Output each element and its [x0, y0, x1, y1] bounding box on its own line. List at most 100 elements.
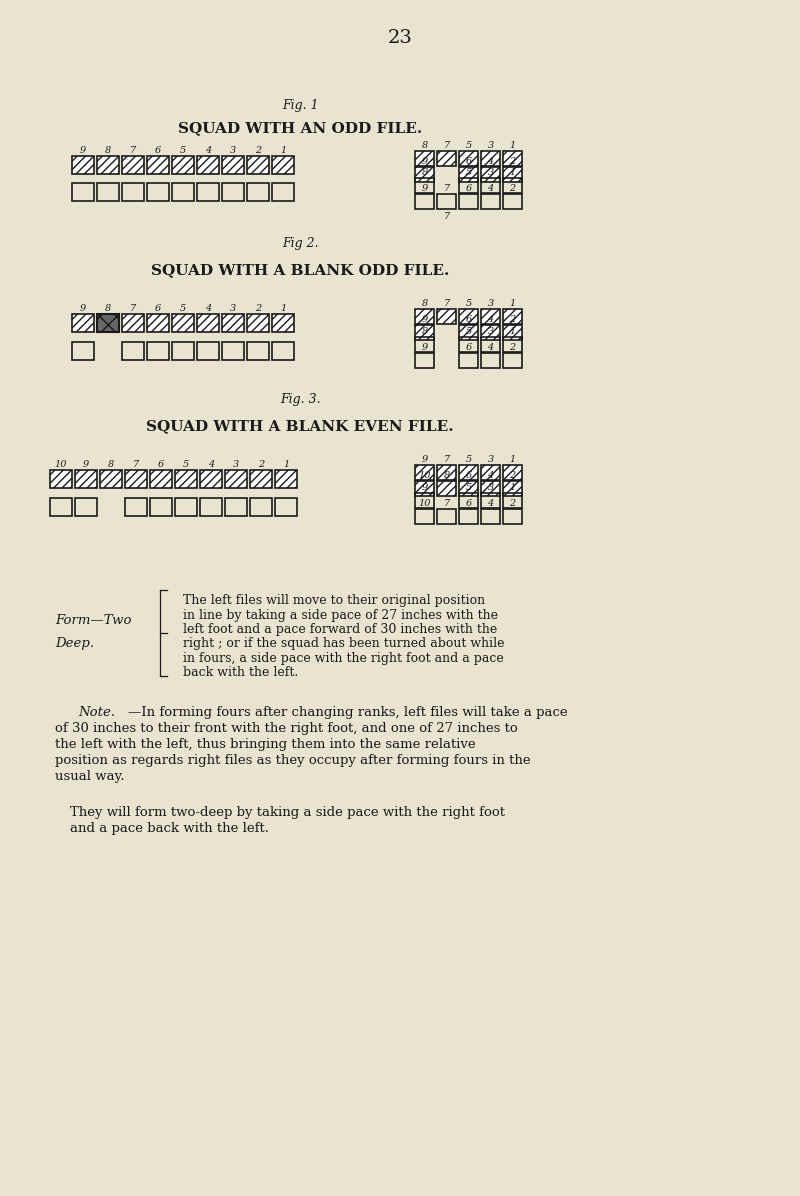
Bar — [247, 155, 269, 173]
Bar — [459, 194, 478, 209]
Bar — [503, 465, 522, 480]
Text: 6: 6 — [155, 146, 161, 155]
Bar — [437, 509, 456, 524]
Bar — [437, 309, 456, 324]
Bar — [147, 183, 169, 201]
Text: 7: 7 — [443, 212, 450, 221]
Text: Deep.: Deep. — [55, 636, 94, 649]
Text: 10: 10 — [418, 471, 430, 480]
Text: 7: 7 — [133, 460, 139, 469]
Bar — [459, 309, 478, 324]
Text: 5: 5 — [466, 299, 472, 309]
Text: 3: 3 — [233, 460, 239, 469]
Bar — [459, 465, 478, 480]
Text: —In forming fours after changing ranks, left files will take a pace: —In forming fours after changing ranks, … — [128, 706, 568, 719]
Bar — [172, 183, 194, 201]
Bar — [503, 493, 522, 508]
Text: 4: 4 — [487, 184, 494, 193]
Bar — [415, 167, 434, 182]
Bar — [459, 337, 478, 352]
Bar — [200, 470, 222, 488]
Bar — [72, 342, 94, 360]
Text: SQUAD WITH AN ODD FILE.: SQUAD WITH AN ODD FILE. — [178, 121, 422, 135]
Bar — [437, 151, 456, 166]
Bar — [247, 342, 269, 360]
Text: 6: 6 — [466, 184, 472, 193]
Bar — [503, 353, 522, 368]
Text: 1: 1 — [283, 460, 289, 469]
Bar — [97, 183, 119, 201]
Bar — [172, 342, 194, 360]
Text: 1: 1 — [510, 327, 516, 336]
Text: 2: 2 — [510, 499, 516, 508]
Bar — [481, 493, 500, 508]
Text: 2: 2 — [510, 315, 516, 324]
Bar — [147, 155, 169, 173]
Text: 4: 4 — [487, 343, 494, 352]
Bar — [459, 353, 478, 368]
Bar — [147, 342, 169, 360]
Text: 5: 5 — [466, 327, 472, 336]
Text: Note.: Note. — [78, 706, 115, 719]
Bar — [222, 183, 244, 201]
Text: They will form two-deep by taking a side pace with the right foot: They will form two-deep by taking a side… — [70, 806, 505, 819]
Bar — [172, 315, 194, 332]
Text: Fig 2.: Fig 2. — [282, 238, 318, 250]
Text: 9: 9 — [422, 157, 428, 166]
Text: 1: 1 — [510, 141, 516, 150]
Text: 1: 1 — [510, 299, 516, 309]
Text: 4: 4 — [487, 471, 494, 480]
Bar — [100, 470, 122, 488]
Text: 3: 3 — [487, 167, 494, 177]
Bar — [415, 151, 434, 166]
Bar — [97, 155, 119, 173]
Text: 9: 9 — [422, 343, 428, 352]
Bar — [122, 342, 144, 360]
Text: 4: 4 — [208, 460, 214, 469]
Text: SQUAD WITH A BLANK EVEN FILE.: SQUAD WITH A BLANK EVEN FILE. — [146, 419, 454, 433]
Text: 2: 2 — [255, 304, 261, 313]
Text: 8: 8 — [108, 460, 114, 469]
Text: 8: 8 — [422, 141, 428, 150]
Bar — [415, 194, 434, 209]
Text: 2: 2 — [510, 157, 516, 166]
Bar — [415, 481, 434, 496]
Text: 8: 8 — [422, 167, 428, 177]
Text: Form—Two: Form—Two — [55, 614, 131, 627]
Text: 2: 2 — [255, 146, 261, 155]
Bar — [437, 481, 456, 496]
Text: 1: 1 — [280, 146, 286, 155]
Text: 2: 2 — [510, 471, 516, 480]
Text: The left files will move to their original position: The left files will move to their origin… — [183, 594, 485, 608]
Bar — [459, 509, 478, 524]
Text: 9: 9 — [80, 304, 86, 313]
Text: 7: 7 — [443, 141, 450, 150]
Text: 1: 1 — [280, 304, 286, 313]
Text: 8: 8 — [422, 299, 428, 309]
Bar — [481, 509, 500, 524]
Bar — [503, 194, 522, 209]
Text: 8: 8 — [105, 146, 111, 155]
Bar — [459, 167, 478, 182]
Text: 23: 23 — [387, 29, 413, 47]
Bar — [481, 481, 500, 496]
Text: 3: 3 — [487, 483, 494, 492]
Text: 1: 1 — [510, 167, 516, 177]
Text: 4: 4 — [205, 146, 211, 155]
Text: 9: 9 — [422, 184, 428, 193]
Text: 9: 9 — [422, 315, 428, 324]
Bar — [459, 178, 478, 193]
Text: 7: 7 — [443, 454, 450, 464]
Bar — [503, 481, 522, 496]
Bar — [437, 194, 456, 209]
Text: 10: 10 — [418, 499, 430, 508]
Text: 5: 5 — [180, 146, 186, 155]
Bar — [175, 498, 197, 515]
Bar — [175, 470, 197, 488]
Text: 5: 5 — [466, 167, 472, 177]
Bar — [415, 509, 434, 524]
Text: 10: 10 — [54, 460, 67, 469]
Bar — [503, 325, 522, 340]
Bar — [247, 315, 269, 332]
Bar — [503, 309, 522, 324]
